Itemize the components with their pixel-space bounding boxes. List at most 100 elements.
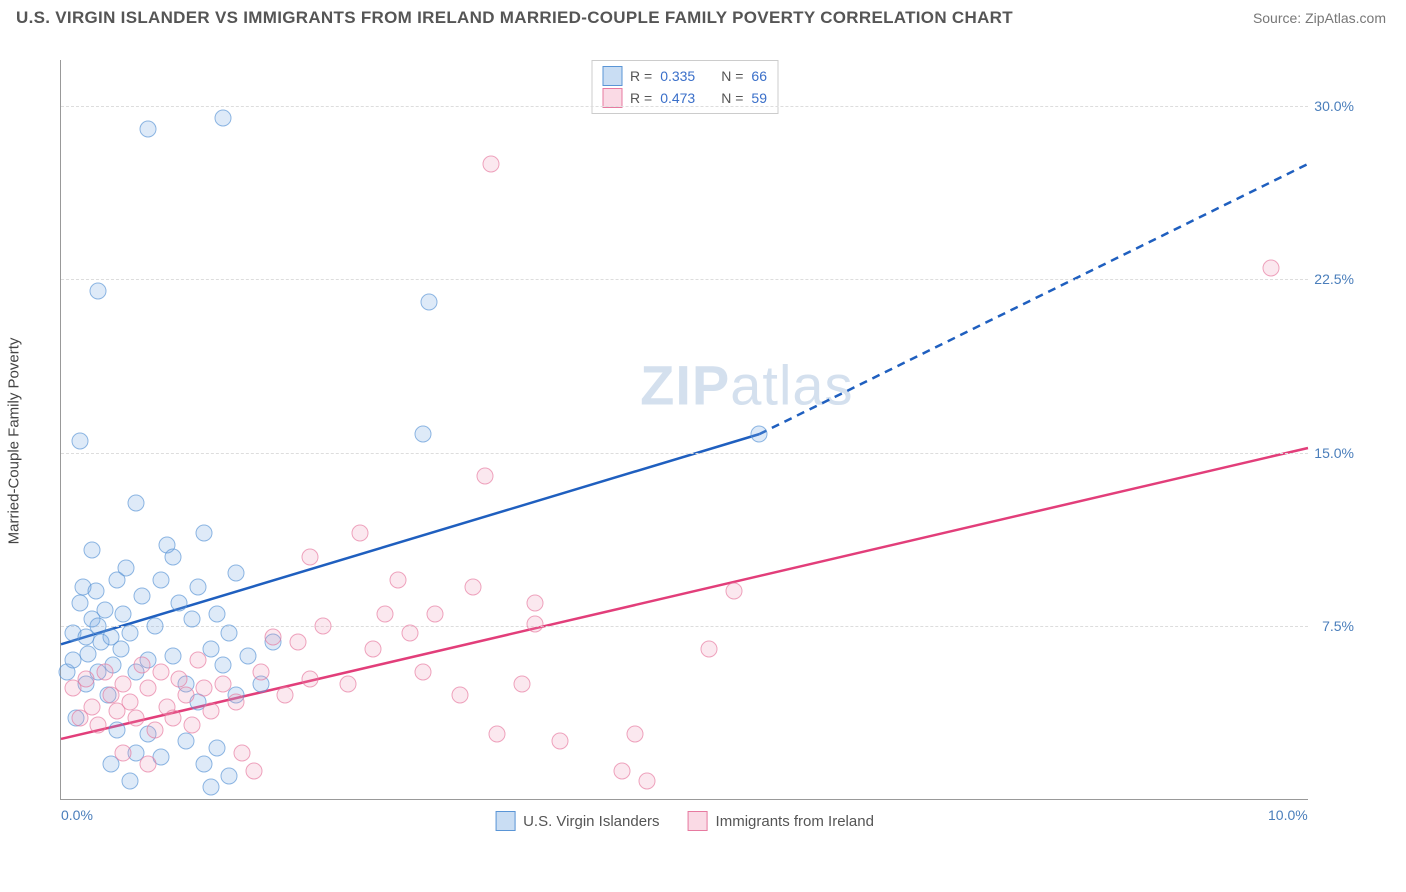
scatter-point	[514, 675, 531, 692]
scatter-point	[215, 657, 232, 674]
scatter-point	[726, 583, 743, 600]
scatter-point	[183, 717, 200, 734]
scatter-point	[476, 467, 493, 484]
scatter-point	[202, 779, 219, 796]
scatter-point	[71, 433, 88, 450]
scatter-point	[196, 680, 213, 697]
grid-line	[61, 106, 1308, 107]
legend-r-label: R =	[630, 90, 652, 106]
grid-line	[61, 279, 1308, 280]
scatter-point	[146, 721, 163, 738]
scatter-point	[90, 717, 107, 734]
scatter-point	[452, 687, 469, 704]
scatter-point	[87, 583, 104, 600]
legend-swatch-blue	[495, 811, 515, 831]
scatter-point	[183, 610, 200, 627]
scatter-point	[165, 710, 182, 727]
x-tick-label: 0.0%	[61, 807, 93, 823]
scatter-point	[140, 756, 157, 773]
plot-area: ZIPatlas R = 0.335 N = 66 R = 0.473 N = …	[60, 60, 1308, 800]
scatter-point	[302, 670, 319, 687]
scatter-point	[117, 560, 134, 577]
y-tick-label: 15.0%	[1314, 445, 1354, 461]
legend-label-blue: U.S. Virgin Islanders	[523, 813, 659, 830]
scatter-point	[464, 578, 481, 595]
legend-r-val-blue: 0.335	[660, 68, 695, 84]
y-axis-label: Married-Couple Family Poverty	[6, 338, 23, 545]
scatter-point	[96, 601, 113, 618]
scatter-point	[277, 687, 294, 704]
scatter-point	[246, 763, 263, 780]
scatter-point	[84, 541, 101, 558]
scatter-point	[221, 624, 238, 641]
scatter-point	[420, 294, 437, 311]
scatter-point	[190, 578, 207, 595]
scatter-point	[639, 772, 656, 789]
scatter-point	[71, 594, 88, 611]
scatter-point	[165, 548, 182, 565]
scatter-point	[314, 617, 331, 634]
scatter-point	[427, 606, 444, 623]
scatter-point	[227, 694, 244, 711]
scatter-point	[134, 587, 151, 604]
legend-n-label: N =	[721, 90, 743, 106]
legend-swatch-blue	[602, 66, 622, 86]
scatter-point	[127, 495, 144, 512]
legend-bottom: U.S. Virgin Islanders Immigrants from Ir…	[495, 811, 874, 831]
scatter-point	[302, 548, 319, 565]
y-tick-label: 22.5%	[1314, 271, 1354, 287]
scatter-point	[146, 617, 163, 634]
scatter-point	[240, 647, 257, 664]
scatter-point	[215, 109, 232, 126]
regression-line	[61, 448, 1308, 739]
scatter-point	[121, 694, 138, 711]
scatter-point	[626, 726, 643, 743]
scatter-point	[140, 121, 157, 138]
scatter-point	[414, 663, 431, 680]
scatter-point	[377, 606, 394, 623]
scatter-point	[614, 763, 631, 780]
scatter-point	[202, 703, 219, 720]
scatter-point	[134, 657, 151, 674]
scatter-point	[77, 670, 94, 687]
scatter-point	[208, 606, 225, 623]
scatter-point	[109, 721, 126, 738]
legend-r-label: R =	[630, 68, 652, 84]
scatter-point	[121, 772, 138, 789]
scatter-point	[196, 525, 213, 542]
x-tick-label: 10.0%	[1268, 807, 1308, 823]
legend-label-pink: Immigrants from Ireland	[716, 813, 874, 830]
regression-line	[759, 164, 1308, 434]
legend-bottom-blue: U.S. Virgin Islanders	[495, 811, 659, 831]
scatter-point	[171, 594, 188, 611]
legend-swatch-pink	[602, 88, 622, 108]
scatter-point	[165, 647, 182, 664]
scatter-point	[96, 663, 113, 680]
scatter-point	[289, 633, 306, 650]
scatter-point	[190, 652, 207, 669]
legend-swatch-pink	[688, 811, 708, 831]
scatter-point	[208, 740, 225, 757]
source-attribution: Source: ZipAtlas.com	[1253, 10, 1386, 26]
scatter-point	[551, 733, 568, 750]
scatter-point	[526, 594, 543, 611]
legend-n-val-pink: 59	[751, 90, 767, 106]
scatter-point	[115, 675, 132, 692]
scatter-point	[701, 640, 718, 657]
scatter-point	[196, 756, 213, 773]
scatter-point	[364, 640, 381, 657]
scatter-point	[177, 687, 194, 704]
scatter-point	[414, 426, 431, 443]
scatter-point	[152, 571, 169, 588]
scatter-point	[115, 606, 132, 623]
scatter-point	[264, 629, 281, 646]
scatter-point	[140, 680, 157, 697]
scatter-point	[402, 624, 419, 641]
legend-r-val-pink: 0.473	[660, 90, 695, 106]
chart-container: Married-Couple Family Poverty ZIPatlas R…	[48, 46, 1358, 836]
scatter-point	[483, 155, 500, 172]
scatter-point	[227, 564, 244, 581]
scatter-point	[152, 663, 169, 680]
y-tick-label: 7.5%	[1322, 618, 1354, 634]
scatter-point	[233, 744, 250, 761]
